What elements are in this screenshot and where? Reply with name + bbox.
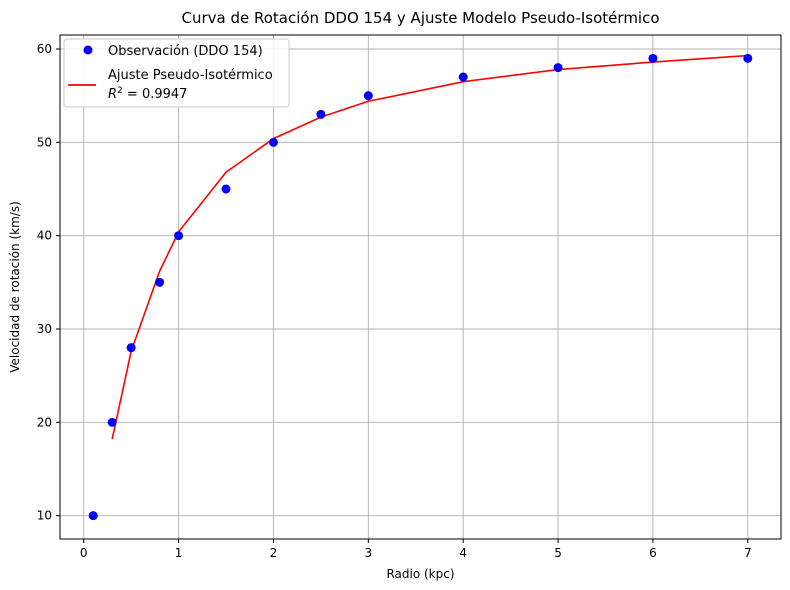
x-tick-label: 7 [744,546,752,560]
observation-point [126,343,136,353]
chart-title: Curva de Rotación DDO 154 y Ajuste Model… [181,9,659,27]
y-axis-label: Velocidad de rotación (km/s) [8,201,22,373]
x-tick-label: 4 [459,546,467,560]
observation-point [553,63,563,73]
observation-point [221,184,231,194]
legend-label-observations: Observación (DDO 154) [108,44,263,59]
observation-point [88,511,98,521]
axis-ticks: 0 1 2 3 4 5 6 7 10 20 30 40 50 60 [37,42,752,560]
x-tick-label: 3 [365,546,373,560]
series [88,53,753,521]
legend-marker-observations [83,45,93,55]
observation-point [363,91,373,101]
grid [60,35,781,539]
y-tick-label: 60 [37,42,52,56]
x-axis-label: Radio (kpc) [386,567,454,581]
y-tick-label: 50 [37,135,52,149]
legend: Observación (DDO 154) Ajuste Pseudo-Isot… [63,38,290,108]
y-tick-label: 40 [37,229,52,243]
plot-area-frame [59,34,782,540]
y-tick-label: 10 [37,509,52,523]
observation-point [743,53,753,63]
x-tick-label: 2 [270,546,278,560]
fit-line [111,54,748,440]
x-tick-label: 6 [649,546,657,560]
x-tick-label: 5 [554,546,562,560]
observation-point [174,231,184,241]
observation-point [648,53,658,63]
y-tick-label: 30 [37,322,52,336]
observation-point [107,417,117,427]
observation-point [458,72,468,82]
observation-point [268,137,278,147]
r2-exponent: 2 [117,86,123,96]
x-tick-label: 0 [80,546,88,560]
r2-value: = 0.9947 [123,87,188,102]
x-tick-label: 1 [175,546,183,560]
legend-r2-annotation: R2 = 0.9947 [108,86,187,102]
legend-box [63,38,290,108]
observation-point [155,277,165,287]
observation-point [316,109,326,119]
legend-label-fit: Ajuste Pseudo-Isotérmico [108,68,273,83]
y-tick-label: 20 [37,415,52,429]
r2-symbol: R [108,87,117,102]
